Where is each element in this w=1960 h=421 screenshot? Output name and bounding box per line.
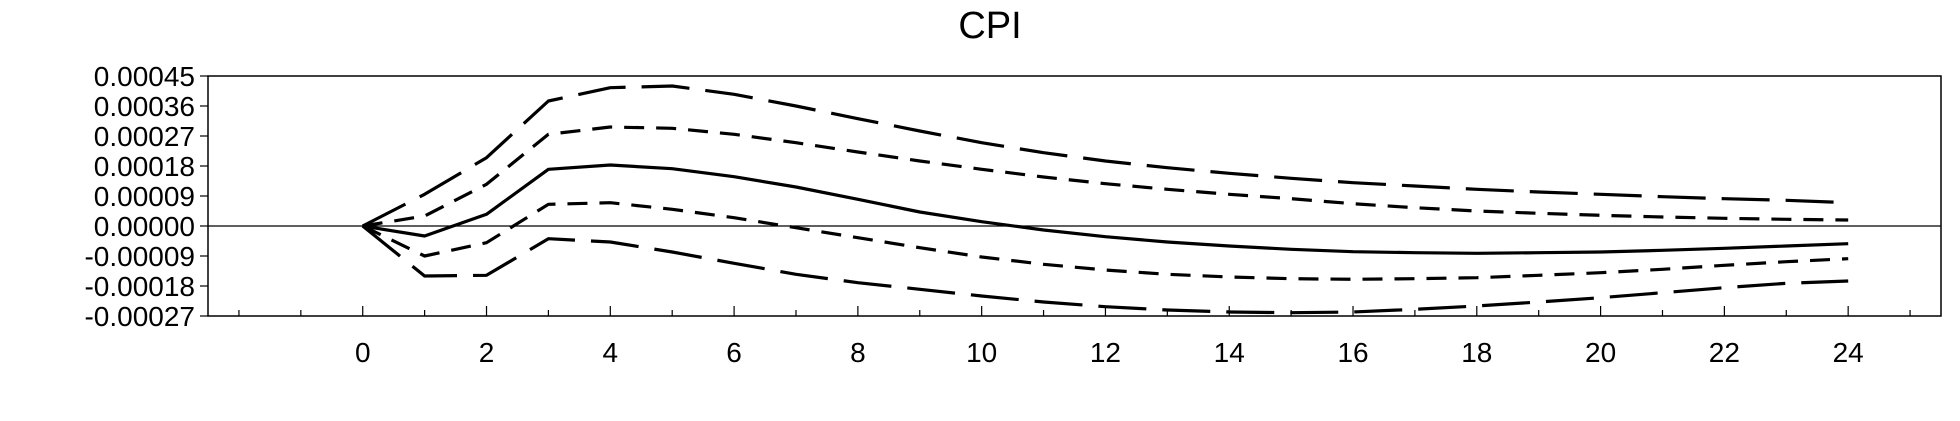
y-tick-label: 0.00027: [94, 121, 195, 152]
x-tick-label: 16: [1337, 337, 1368, 368]
x-tick-label: 2: [479, 337, 495, 368]
x-tick-label: 4: [603, 337, 619, 368]
y-tick-label: 0.00045: [94, 61, 195, 92]
y-tick-label: -0.00018: [84, 271, 195, 302]
y-tick-label: 0.00009: [94, 181, 195, 212]
chart-title: CPI: [958, 5, 1021, 47]
series-line-lower-outer-band: [361, 224, 1849, 315]
x-tick-label: 8: [850, 337, 866, 368]
y-tick-label: -0.00009: [84, 241, 195, 272]
series-line-upper-outer-band: [361, 84, 1849, 228]
series-layer: [361, 84, 1849, 315]
y-tick-label: 0.00018: [94, 151, 195, 182]
x-tick-label: 22: [1709, 337, 1740, 368]
series-line-lower-inner-band: [362, 201, 1849, 281]
x-tick-label: 12: [1090, 337, 1121, 368]
y-tick-label: 0.00036: [94, 91, 195, 122]
x-tick-label: 10: [966, 337, 997, 368]
x-tick-label: 20: [1585, 337, 1616, 368]
x-tick-label: 18: [1461, 337, 1492, 368]
y-tick-label: 0.00000: [94, 211, 195, 242]
y-tick-label: -0.00027: [84, 301, 195, 332]
x-tick-label: 24: [1833, 337, 1864, 368]
x-tick-label: 0: [355, 337, 371, 368]
x-tick-label: 6: [726, 337, 742, 368]
x-tick-label: 14: [1214, 337, 1245, 368]
axes-layer: 0.000450.000360.000270.000180.000090.000…: [84, 61, 1941, 368]
series-line-response: [362, 163, 1849, 255]
series-line-upper-inner-band: [362, 125, 1849, 228]
